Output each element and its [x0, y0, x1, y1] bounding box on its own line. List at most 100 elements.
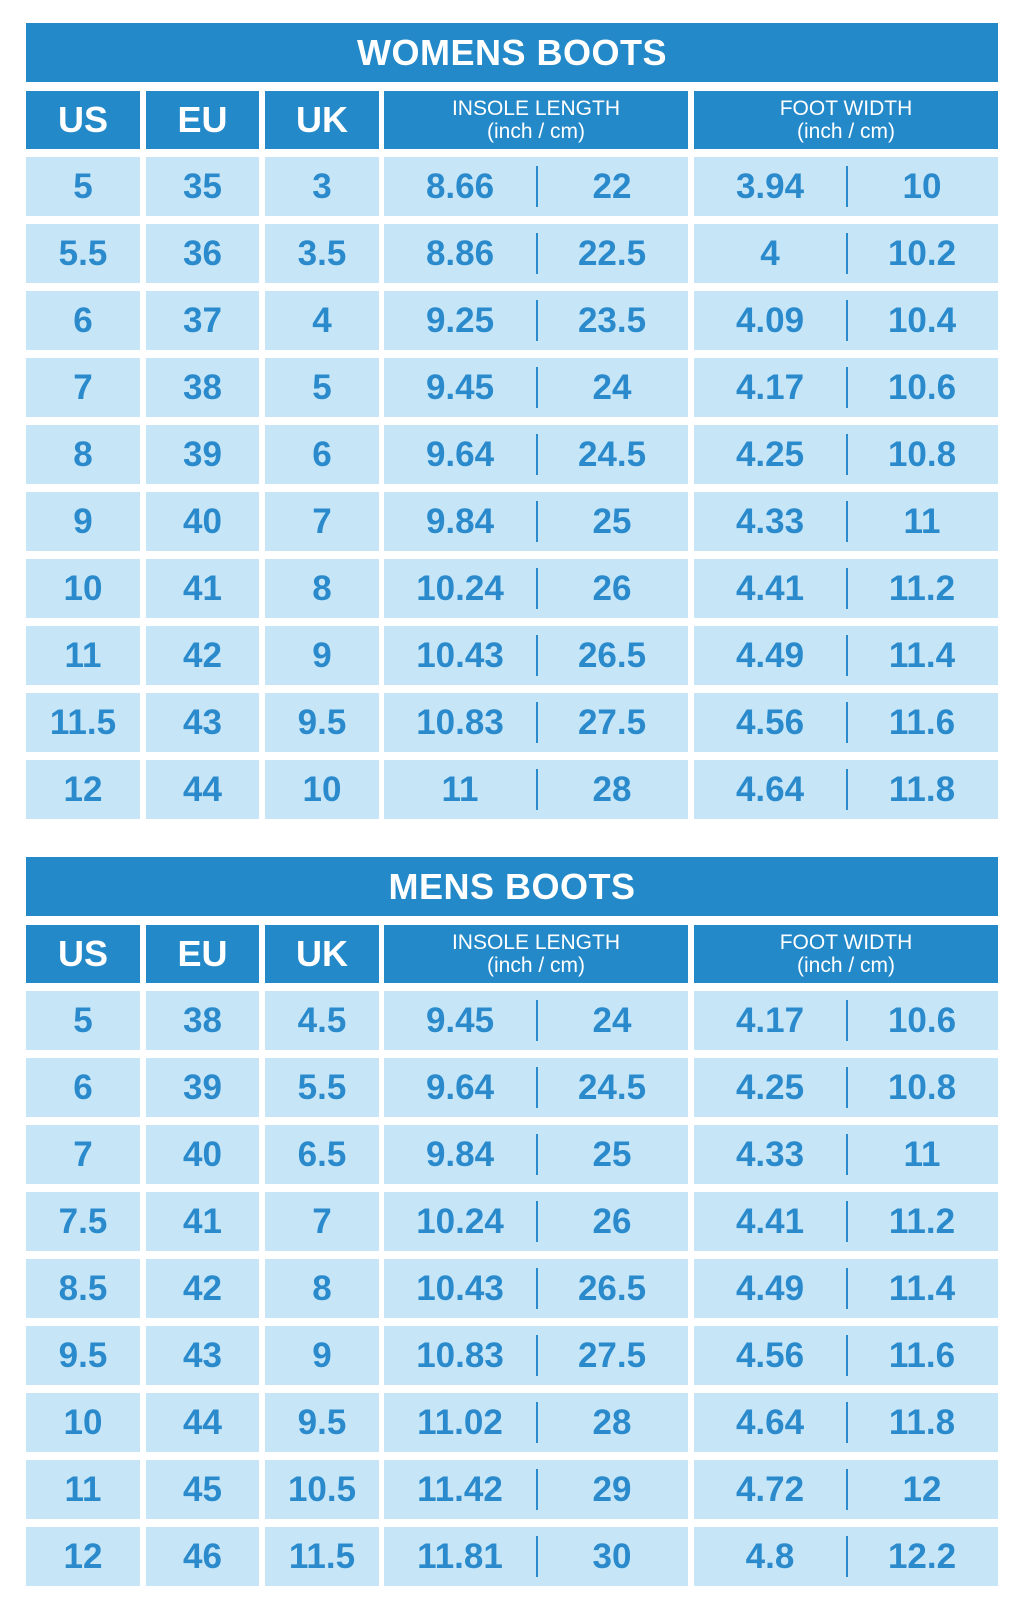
eu-size: 42 — [146, 626, 259, 685]
table-row: 8 39 6 9.64 24.5 4.25 10.8 — [26, 425, 998, 484]
insole-inch: 10.24 — [416, 1201, 504, 1241]
table-title: MENS BOOTS — [26, 857, 998, 916]
divider — [536, 1268, 538, 1309]
eu-size: 43 — [146, 1326, 259, 1385]
foot-width-cm: 10.4 — [887, 300, 957, 340]
insole-inch: 9.45 — [425, 367, 495, 407]
uk-size: 6.5 — [265, 1125, 379, 1184]
insole-cm: 23.5 — [577, 300, 647, 340]
table-row: 7 40 6.5 9.84 25 4.33 11 — [26, 1125, 998, 1184]
insole-inch: 9.84 — [425, 501, 495, 541]
table-row: 5 38 4.5 9.45 24 4.17 10.6 — [26, 991, 998, 1050]
foot-width-inch: 4.33 — [735, 501, 805, 541]
us-size: 9.5 — [26, 1326, 140, 1385]
insole-inch: 10.43 — [416, 1268, 504, 1308]
header-foot-label: FOOT WIDTH — [779, 97, 913, 120]
insole-length: 11.42 29 — [384, 1460, 688, 1519]
foot-width-inch: 4.41 — [735, 1201, 805, 1241]
insole-length: 9.84 25 — [384, 492, 688, 551]
us-size: 11.5 — [26, 693, 140, 752]
insole-inch: 9.45 — [425, 1000, 495, 1040]
divider — [536, 1067, 538, 1108]
foot-width-inch: 4.64 — [735, 769, 805, 809]
header-row: US EU UK INSOLE LENGTH (inch / cm) FOOT W… — [26, 925, 998, 983]
table-row: 5.5 36 3.5 8.86 22.5 4 10.2 — [26, 224, 998, 283]
divider — [846, 1201, 848, 1242]
foot-width-inch: 4.49 — [735, 635, 805, 675]
table-body: 5 35 3 8.66 22 3.94 10 5.5 36 3.5 8.86 22.5 4 10.2 6 37… — [26, 157, 998, 819]
foot-width: 4.8 12.2 — [694, 1527, 998, 1586]
uk-size: 9 — [265, 626, 379, 685]
divider — [536, 1000, 538, 1041]
header-insole-length: INSOLE LENGTH (inch / cm) — [384, 925, 688, 983]
table-row: 8.5 42 8 10.43 26.5 4.49 11.4 — [26, 1259, 998, 1318]
table-row: 10 44 9.5 11.02 28 4.64 11.8 — [26, 1393, 998, 1452]
header-insole-unit: (inch / cm) — [486, 120, 585, 143]
insole-inch: 11.02 — [417, 1402, 503, 1442]
foot-width: 4.72 12 — [694, 1460, 998, 1519]
foot-width: 4.17 10.6 — [694, 991, 998, 1050]
divider — [846, 367, 848, 408]
foot-width-inch: 3.94 — [735, 166, 805, 206]
foot-width: 4.49 11.4 — [694, 626, 998, 685]
divider — [536, 1402, 538, 1443]
insole-cm: 26 — [592, 568, 632, 608]
us-size: 11 — [26, 1460, 140, 1519]
table-row: 9 40 7 9.84 25 4.33 11 — [26, 492, 998, 551]
uk-size: 9 — [265, 1326, 379, 1385]
uk-size: 6 — [265, 425, 379, 484]
uk-size: 3.5 — [265, 224, 379, 283]
header-uk: UK — [265, 91, 379, 149]
uk-size: 5.5 — [265, 1058, 379, 1117]
insole-cm: 25 — [592, 501, 632, 541]
divider — [536, 1335, 538, 1376]
foot-width: 4.25 10.8 — [694, 1058, 998, 1117]
insole-inch: 9.64 — [425, 434, 495, 474]
insole-length: 10.43 26.5 — [384, 626, 688, 685]
foot-width-cm: 12 — [902, 1469, 942, 1509]
divider — [846, 769, 848, 810]
us-size: 10 — [26, 1393, 140, 1452]
insole-cm: 26.5 — [577, 1268, 647, 1308]
foot-width-cm: 10.6 — [887, 367, 957, 407]
uk-size: 9.5 — [265, 1393, 379, 1452]
divider — [536, 166, 538, 207]
foot-width-cm: 10.2 — [887, 233, 957, 273]
us-size: 5 — [26, 991, 140, 1050]
insole-inch: 10.83 — [416, 702, 504, 742]
header-us: US — [26, 925, 140, 983]
foot-width-inch: 4.56 — [735, 1335, 805, 1375]
foot-width-cm: 11 — [903, 501, 941, 541]
foot-width: 4 10.2 — [694, 224, 998, 283]
insole-inch: 8.66 — [425, 166, 495, 206]
eu-size: 39 — [146, 425, 259, 484]
insole-length: 11 28 — [384, 760, 688, 819]
foot-width-inch: 4.17 — [735, 367, 805, 407]
foot-width: 4.09 10.4 — [694, 291, 998, 350]
header-foot-width: FOOT WIDTH (inch / cm) — [694, 925, 998, 983]
us-size: 12 — [26, 760, 140, 819]
womens-boots-table: WOMENS BOOTS US EU UK INSOLE LENGTH (inch… — [26, 23, 998, 819]
eu-size: 40 — [146, 1125, 259, 1184]
insole-inch: 10.43 — [416, 635, 504, 675]
insole-length: 11.02 28 — [384, 1393, 688, 1452]
table-row: 6 39 5.5 9.64 24.5 4.25 10.8 — [26, 1058, 998, 1117]
insole-cm: 30 — [592, 1536, 632, 1576]
header-eu: EU — [146, 925, 259, 983]
insole-cm: 29 — [592, 1469, 632, 1509]
table-row: 12 46 11.5 11.81 30 4.8 12.2 — [26, 1527, 998, 1586]
uk-size: 4 — [265, 291, 379, 350]
eu-size: 41 — [146, 559, 259, 618]
divider — [536, 434, 538, 475]
insole-length: 9.45 24 — [384, 358, 688, 417]
us-size: 12 — [26, 1527, 140, 1586]
divider — [536, 1201, 538, 1242]
insole-inch: 11 — [441, 769, 479, 809]
foot-width-inch: 4.25 — [735, 434, 805, 474]
divider — [846, 635, 848, 676]
table-row: 9.5 43 9 10.83 27.5 4.56 11.6 — [26, 1326, 998, 1385]
divider — [846, 1335, 848, 1376]
insole-cm: 27.5 — [577, 702, 647, 742]
divider — [536, 568, 538, 609]
eu-size: 36 — [146, 224, 259, 283]
